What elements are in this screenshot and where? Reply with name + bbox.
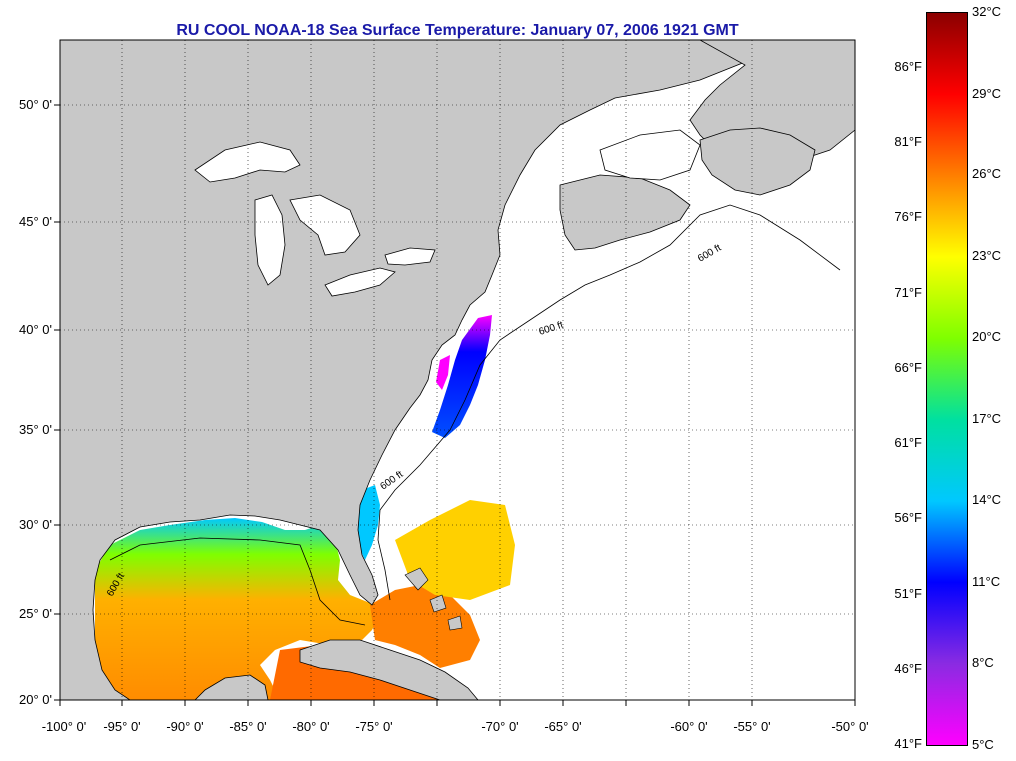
colorbar-c-label: 23°C [972,248,1002,263]
land-cuba [299,639,479,700]
sst-chesapeake [436,355,450,390]
axis-ticks [54,104,856,706]
colorbar-f-label: 46°F [894,661,922,676]
graticule [60,40,855,700]
map-frame [59,39,856,701]
lon-label-85: -85° 0' [229,719,267,734]
lon-label-50: -50° 0' [831,719,869,734]
colorbar-f-label: 51°F [894,586,922,601]
lon-label-55: -55° 0' [733,719,771,734]
sst-mid-atlantic [432,315,492,438]
lake-superior [194,141,301,183]
lon-label-95: -95° 0' [103,719,141,734]
sst-gulf-of-mexico [95,518,392,700]
colorbar-c-label: 32°C [972,4,1002,19]
colorbar-c-label: 17°C [972,411,1002,426]
lake-huron [289,194,361,256]
lon-label-65: -65° 0' [544,719,582,734]
colorbar-f-label: 61°F [894,435,922,450]
colorbar-c-label: 29°C [972,86,1002,101]
lake-ontario [384,247,436,266]
lat-label-25: 25° 0' [19,606,52,621]
lon-label-70: -70° 0' [481,719,519,734]
colorbar-f-label: 81°F [894,134,922,149]
colorbar-c-label: 26°C [972,166,1002,181]
colorbar-f-label: 56°F [894,510,922,525]
lon-label-80: -80° 0' [292,719,330,734]
colorbar-f-label: 71°F [894,285,922,300]
lat-label-50: 50° 0' [19,97,52,112]
sst-florida-straits [370,585,480,668]
lon-label-75: -75° 0' [355,719,393,734]
land-newfoundland [699,127,816,196]
colorbar-c-label: 8°C [972,655,994,670]
lat-label-20: 20° 0' [19,692,52,707]
colorbar-f-label: 76°F [894,209,922,224]
lat-label-35: 35° 0' [19,422,52,437]
land-yucatan [194,674,269,700]
lake-erie [324,267,396,297]
lat-label-45: 45° 0' [19,214,52,229]
temperature-colorbar [926,12,968,746]
bathymetry-contour-gulf [109,537,366,626]
lon-label-60: -60° 0' [670,719,708,734]
colorbar-f-label: 86°F [894,59,922,74]
colorbar-c-label: 20°C [972,329,1002,344]
colorbar-c-label: 5°C [972,737,994,752]
sst-georgia-shelf [356,485,380,560]
colorbar-c-label: 11°C [972,574,1001,589]
lon-label-100: -100° 0' [41,719,87,734]
lon-label-90: -90° 0' [166,719,204,734]
land-bahamas [404,567,463,631]
lat-label-40: 40° 0' [19,322,52,337]
lat-label-30: 30° 0' [19,517,52,532]
colorbar-f-label: 66°F [894,360,922,375]
colorbar-c-label: 14°C [972,492,1002,507]
colorbar-f-label: 41°F [894,736,922,751]
land-north-america [60,40,761,700]
gulf-st-lawrence [599,129,701,181]
bathymetry-contour [377,204,841,601]
lake-michigan [254,194,286,286]
map-title: RU COOL NOAA-18 Sea Surface Temperature:… [176,22,739,39]
